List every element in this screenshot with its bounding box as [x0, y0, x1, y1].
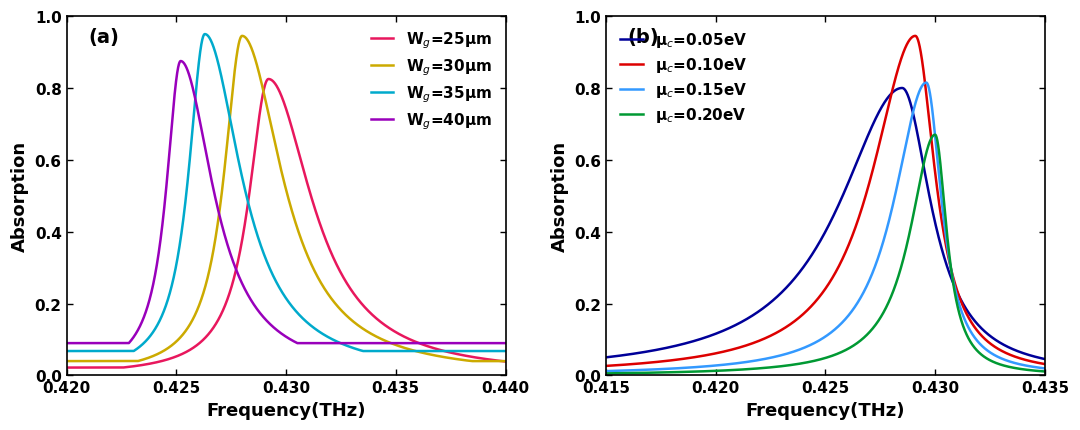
W$_g$=35μm [60, 349, 73, 354]
W$_g$=30μm [139, 356, 152, 361]
μ$_c$=0.20eV [599, 371, 612, 376]
μ$_c$=0.10eV [863, 181, 876, 187]
W$_g$=30μm [323, 294, 336, 299]
W$_g$=40μm [499, 341, 512, 346]
Text: (b): (b) [627, 28, 660, 47]
μ$_c$=0.15eV [920, 81, 933, 86]
μ$_c$=0.20eV [885, 294, 897, 299]
Text: (a): (a) [89, 28, 120, 47]
μ$_c$=0.05eV [885, 92, 897, 97]
μ$_c$=0.05eV [599, 355, 612, 360]
μ$_c$=0.10eV [767, 332, 780, 337]
Line: μ$_c$=0.10eV: μ$_c$=0.10eV [606, 37, 1044, 366]
W$_g$=40μm [60, 341, 73, 346]
μ$_c$=0.15eV [599, 369, 612, 374]
μ$_c$=0.20eV [767, 365, 780, 370]
W$_g$=35μm [139, 338, 152, 344]
Line: W$_g$=40μm: W$_g$=40μm [67, 62, 505, 343]
μ$_c$=0.15eV [679, 366, 692, 371]
μ$_c$=0.15eV [960, 322, 973, 327]
μ$_c$=0.20eV [863, 330, 876, 335]
X-axis label: Frequency(THz): Frequency(THz) [206, 401, 366, 419]
W$_g$=30μm [60, 359, 73, 364]
W$_g$=40μm [323, 341, 336, 346]
W$_g$=25μm [499, 359, 512, 364]
X-axis label: Frequency(THz): Frequency(THz) [745, 401, 905, 419]
W$_g$=25μm [60, 365, 73, 370]
W$_g$=40μm [388, 341, 401, 346]
μ$_c$=0.05eV [1038, 356, 1051, 362]
μ$_c$=0.10eV [1038, 362, 1051, 367]
μ$_c$=0.05eV [960, 308, 973, 313]
μ$_c$=0.05eV [863, 131, 876, 136]
μ$_c$=0.05eV [895, 86, 908, 91]
μ$_c$=0.15eV [1038, 366, 1051, 371]
Line: μ$_c$=0.15eV: μ$_c$=0.15eV [606, 83, 1044, 371]
μ$_c$=0.10eV [599, 363, 612, 369]
μ$_c$=0.15eV [885, 209, 897, 214]
μ$_c$=0.05eV [767, 298, 780, 303]
W$_g$=35μm [499, 349, 512, 354]
Y-axis label: Absorption: Absorption [551, 141, 568, 252]
W$_g$=35μm [228, 138, 241, 144]
W$_g$=35μm [323, 336, 336, 341]
W$_g$=30μm [235, 34, 248, 40]
W$_g$=35μm [421, 349, 434, 354]
Y-axis label: Absorption: Absorption [11, 141, 29, 252]
Legend: μ$_c$=0.05eV, μ$_c$=0.10eV, μ$_c$=0.15eV, μ$_c$=0.20eV: μ$_c$=0.05eV, μ$_c$=0.10eV, μ$_c$=0.15eV… [613, 25, 753, 131]
W$_g$=25μm [388, 329, 401, 334]
W$_g$=40μm [139, 308, 152, 313]
μ$_c$=0.10eV [885, 92, 897, 98]
W$_g$=25μm [228, 275, 241, 280]
W$_g$=25μm [421, 344, 434, 349]
W$_g$=40μm [346, 341, 359, 346]
μ$_c$=0.20eV [927, 134, 940, 139]
μ$_c$=0.10eV [679, 356, 692, 361]
μ$_c$=0.20eV [929, 133, 942, 138]
W$_g$=40μm [174, 59, 187, 64]
Line: W$_g$=35μm: W$_g$=35μm [67, 35, 505, 351]
W$_g$=35μm [346, 345, 359, 350]
W$_g$=25μm [262, 77, 275, 83]
Line: W$_g$=25μm: W$_g$=25μm [67, 80, 505, 368]
W$_g$=40μm [228, 263, 241, 268]
μ$_c$=0.20eV [960, 333, 973, 338]
W$_g$=30μm [228, 73, 241, 78]
Line: μ$_c$=0.05eV: μ$_c$=0.05eV [606, 89, 1044, 359]
Line: W$_g$=30μm: W$_g$=30μm [67, 37, 505, 361]
W$_g$=40μm [421, 341, 434, 346]
Legend: W$_g$=25μm, W$_g$=30μm, W$_g$=35μm, W$_g$=40μm: W$_g$=25μm, W$_g$=30μm, W$_g$=35μm, W$_g… [364, 25, 498, 138]
μ$_c$=0.15eV [863, 279, 876, 284]
μ$_c$=0.15eV [927, 119, 940, 124]
μ$_c$=0.05eV [927, 213, 940, 218]
W$_g$=25μm [346, 289, 359, 294]
Line: μ$_c$=0.20eV: μ$_c$=0.20eV [606, 135, 1044, 374]
W$_g$=35μm [388, 349, 401, 354]
μ$_c$=0.15eV [767, 355, 780, 360]
W$_g$=30μm [346, 318, 359, 323]
W$_g$=30μm [421, 351, 434, 356]
W$_g$=30μm [388, 342, 401, 347]
μ$_c$=0.10eV [960, 312, 973, 317]
μ$_c$=0.10eV [927, 157, 940, 162]
μ$_c$=0.20eV [1038, 369, 1051, 374]
μ$_c$=0.20eV [679, 369, 692, 375]
W$_g$=25μm [139, 362, 152, 367]
W$_g$=30μm [499, 359, 512, 364]
μ$_c$=0.10eV [908, 34, 921, 40]
μ$_c$=0.05eV [679, 341, 692, 346]
W$_g$=25μm [323, 248, 336, 253]
W$_g$=35μm [199, 32, 212, 37]
